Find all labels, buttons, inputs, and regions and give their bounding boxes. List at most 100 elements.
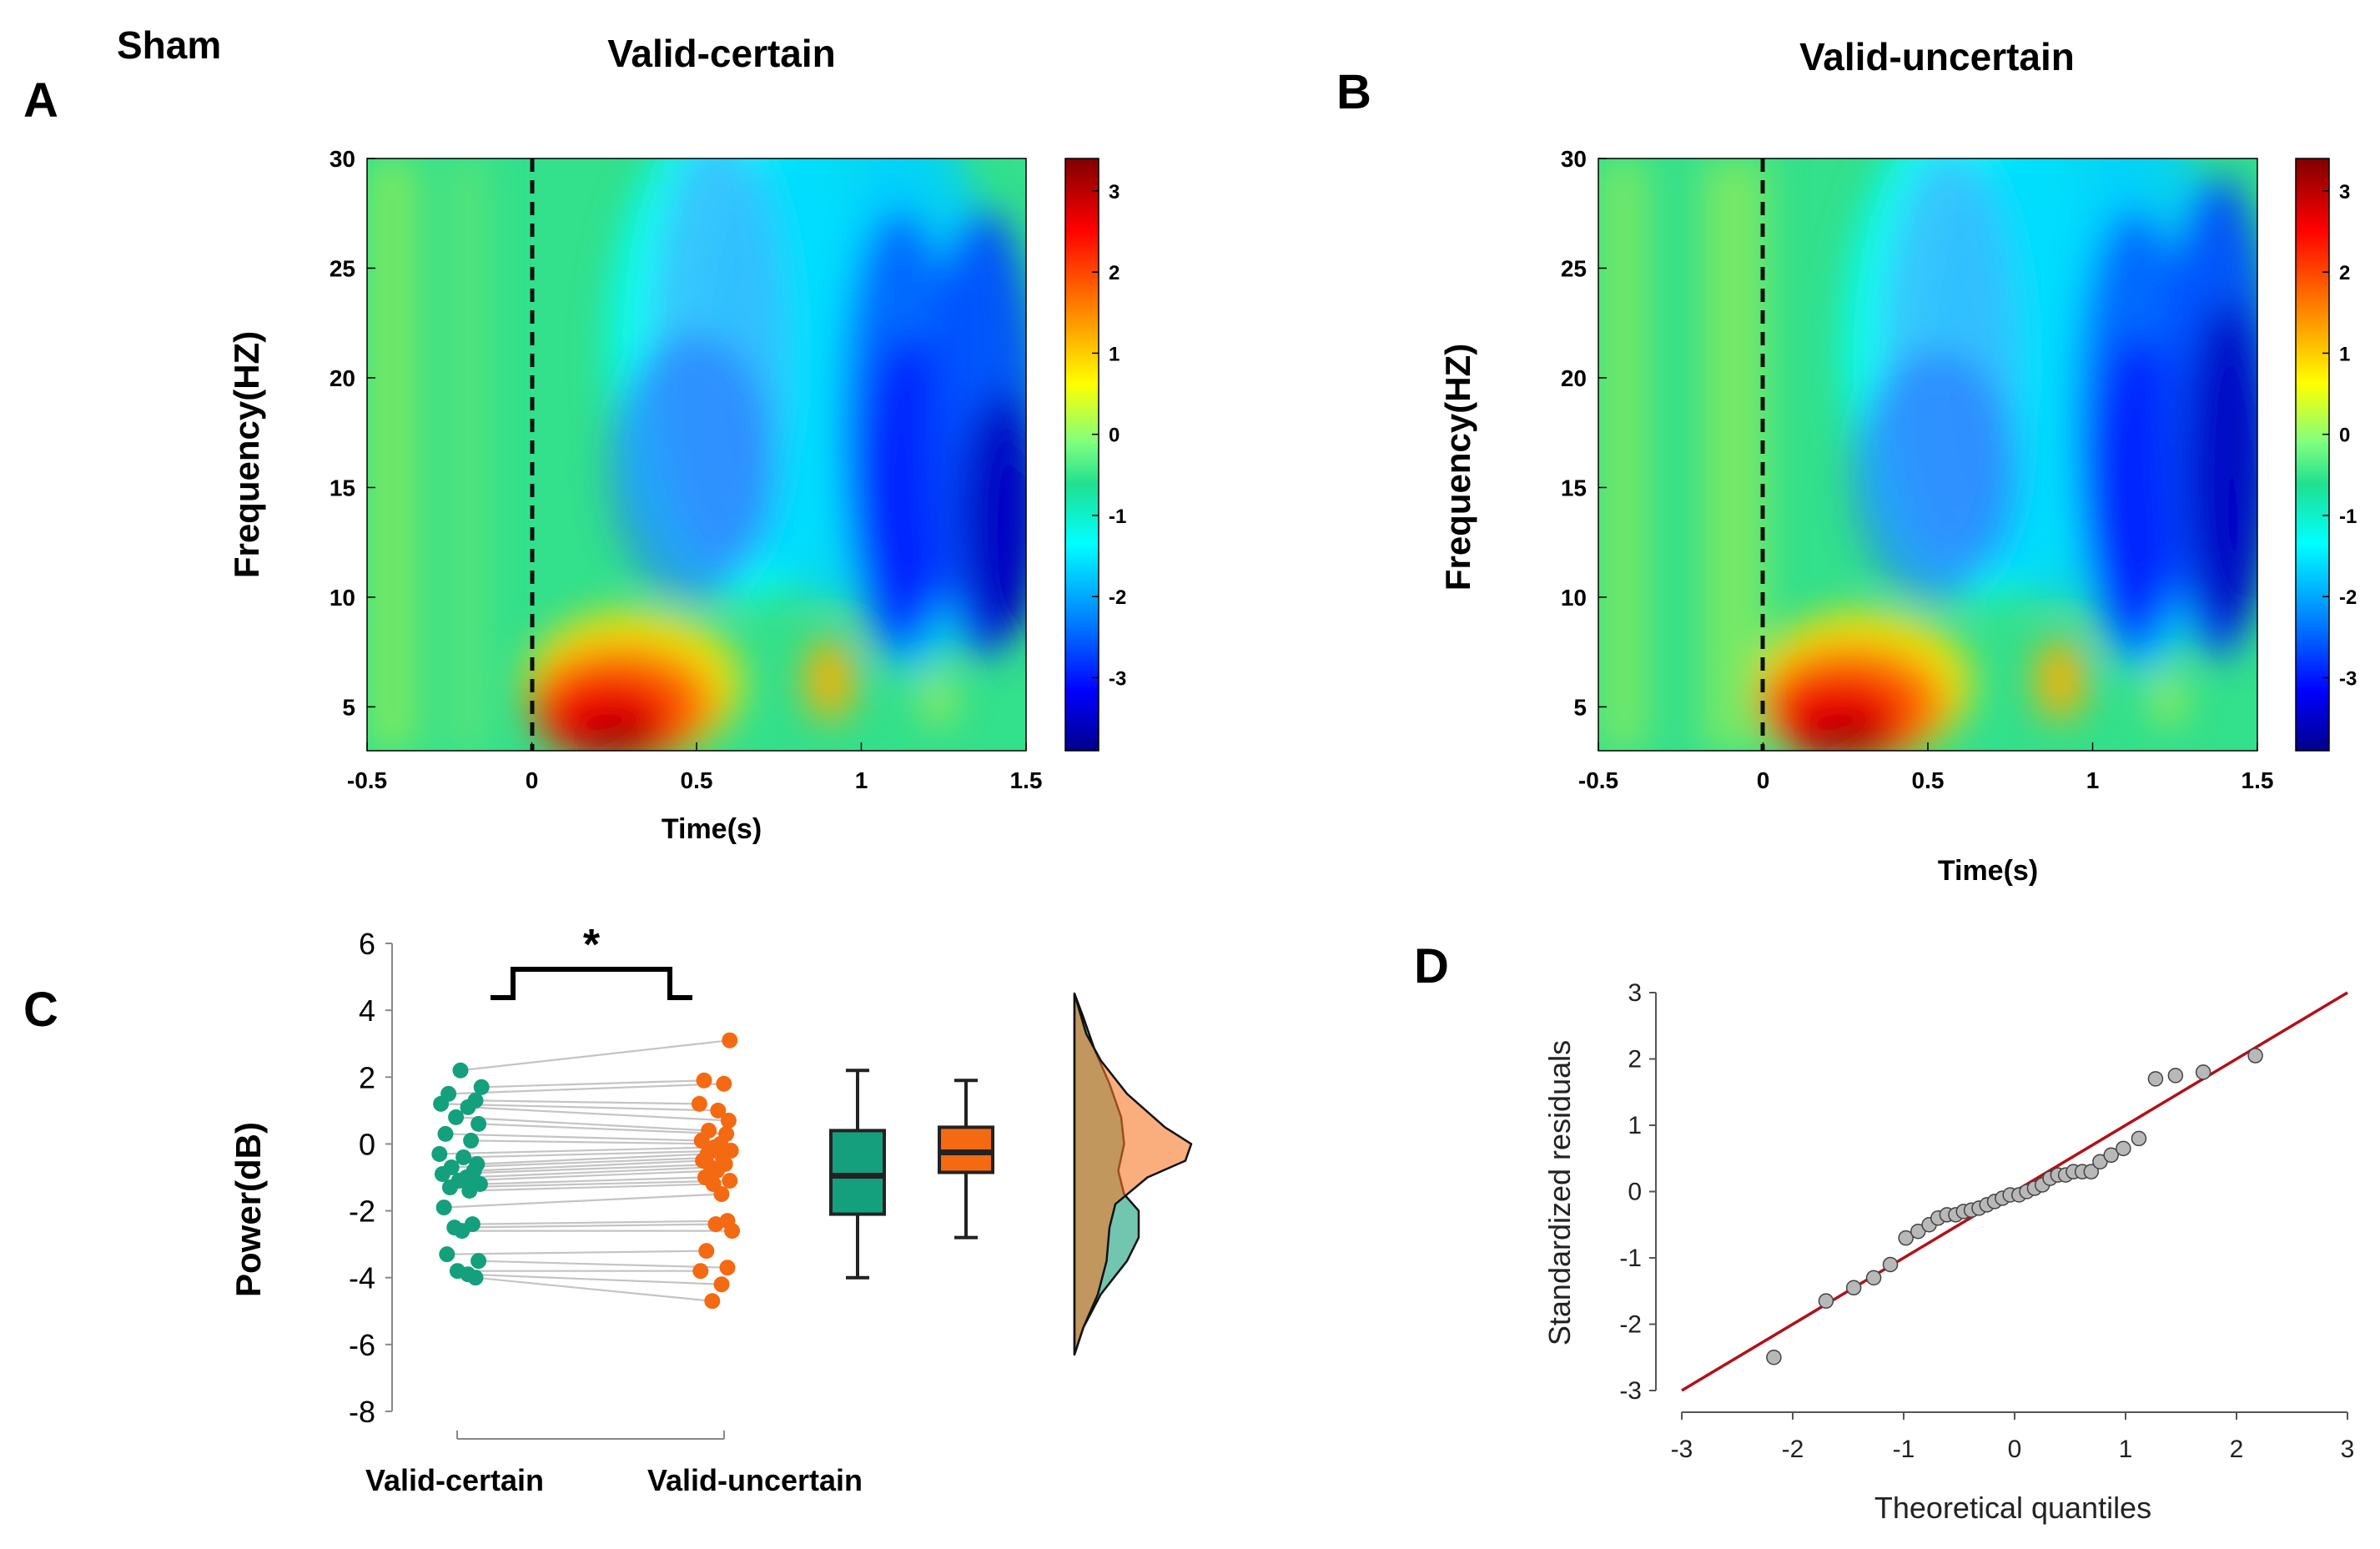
uncertain-point [722,1173,738,1189]
paired-line [478,1260,728,1269]
qq-point [1910,1223,1926,1240]
y-tick-label: 20 [1561,365,1587,391]
uncertain-point [719,1260,736,1276]
x-tick-label: -3 [1671,1436,1693,1463]
panel-a-axes: -0.5 0 0.5 1 1.5 5 10 15 20 25 30 [330,146,1043,793]
certain-point [470,1115,487,1132]
uncertain-point [720,1112,737,1129]
certain-point [470,1253,487,1270]
y-tick-label: 3 [1628,979,1642,1007]
uncertain-point [722,1032,738,1049]
y-tick-label: -2 [349,1194,375,1229]
y-tick-label: 5 [342,694,355,720]
uncertain-point [707,1216,724,1233]
certain-point [437,1125,454,1142]
panel-c-significance-bracket: * [491,921,692,1000]
certain-point [431,1145,448,1162]
paired-line [480,1176,706,1185]
panel-c-boxplots [829,1069,994,1280]
certain-point [473,1079,490,1095]
certain-point [455,1149,472,1165]
uncertain-point [704,1293,721,1310]
colorbar-tick-label: 0 [1109,425,1120,447]
uncertain-point [710,1102,727,1119]
y-tick-label: 20 [330,365,355,391]
certain-point [441,1179,458,1196]
paired-line [444,1193,722,1209]
certain-point [435,1199,452,1216]
x-tick-label: -0.5 [1578,767,1618,793]
paired-line [475,1276,712,1302]
uncertain-point [724,1223,741,1240]
panel-a-title: Valid-certain [607,32,836,75]
certain-point [434,1165,450,1182]
paired-line [478,1123,727,1135]
panel-a-letter: A [23,73,58,128]
certain-point [463,1132,480,1149]
panel-c-paired-lines [439,1039,732,1302]
paired-line [451,1156,723,1169]
paired-line [455,1116,709,1132]
panel-b-letter: B [1336,65,1371,119]
y-tick-label: 25 [1561,255,1587,281]
certain-point [460,1099,476,1115]
panel-a-colorbar [1064,158,1099,752]
paired-line [446,1250,707,1255]
x-tick-label: -0.5 [347,767,387,793]
x-tick-label: 0 [526,767,539,793]
panel-a: A Valid-certain [23,32,1126,845]
x-tick-label: 3 [2341,1436,2355,1463]
uncertain-point [713,1276,730,1293]
paired-line [469,1183,714,1192]
boxplot-box [829,1129,886,1216]
panel-b-axes: -0.5 0 0.5 1 1.5 5 10 15 20 25 30 [1561,146,2274,793]
panel-c-ylabel: Power(dB) [229,1122,268,1297]
paired-line [450,1179,730,1189]
uncertain-point [691,1095,707,1112]
x-tick-label: 1 [855,767,868,793]
significance-bracket-line [491,967,692,1000]
panel-d-ylabel: Standardized residuals [1542,1040,1577,1345]
y-tick-label: 5 [1573,694,1587,720]
y-tick-label: -3 [1619,1377,1642,1405]
x-tick-label: 1.5 [2242,767,2274,793]
uncertain-point [698,1243,715,1260]
qq-point [1865,1270,1882,1286]
x-tick-label: 1 [2119,1436,2133,1463]
qq-point [2092,1154,2108,1169]
paired-line [448,1083,724,1095]
paired-line [442,1163,726,1175]
uncertain-point [692,1263,709,1280]
paired-line [466,1166,712,1179]
x-tick-label: 1.5 [1010,767,1043,793]
colorbar-tick-label: 2 [1109,262,1120,284]
panel-b-heatmap [1598,158,2257,751]
paired-line [467,1106,729,1122]
qq-point [2195,1064,2211,1080]
paired-line [463,1149,732,1159]
paired-line [481,1079,705,1089]
panel-a-colorbar-ticks: 3 2 1 0 -1 -2 -3 [1092,181,1126,690]
y-tick-label: 2 [359,1060,375,1094]
paired-line [445,1133,702,1142]
qq-point [2247,1048,2263,1064]
x-tick-label: 0 [2008,1436,2022,1463]
panel-c: C Power(dB) -8 -6 -4 -2 0 2 4 6 Valid-certain Val… [23,921,1193,1497]
y-tick-label: 1 [1628,1112,1642,1139]
colorbar-tick-label: 0 [2339,425,2350,447]
colorbar-tick-label: 2 [2339,262,2350,284]
colorbar-tick-label: -1 [1109,505,1126,528]
uncertain-point [713,1186,730,1203]
x-tick-label: 2 [2230,1436,2244,1463]
panel-a-ylabel: Frequency(HZ) [227,331,266,578]
qq-point [1898,1230,1914,1246]
x-category-label: Valid-uncertain [647,1463,863,1497]
panel-c-axes: -8 -6 -4 -2 0 2 4 6 Valid-certain Valid-uncertain [349,927,863,1497]
paired-line [472,1220,728,1225]
paired-line [460,1039,730,1072]
colorbar-tick-label: -3 [1109,667,1126,690]
qq-point [1845,1280,1862,1296]
y-tick-label: -2 [1619,1311,1642,1339]
panel-b-title: Valid-uncertain [1799,35,2075,78]
